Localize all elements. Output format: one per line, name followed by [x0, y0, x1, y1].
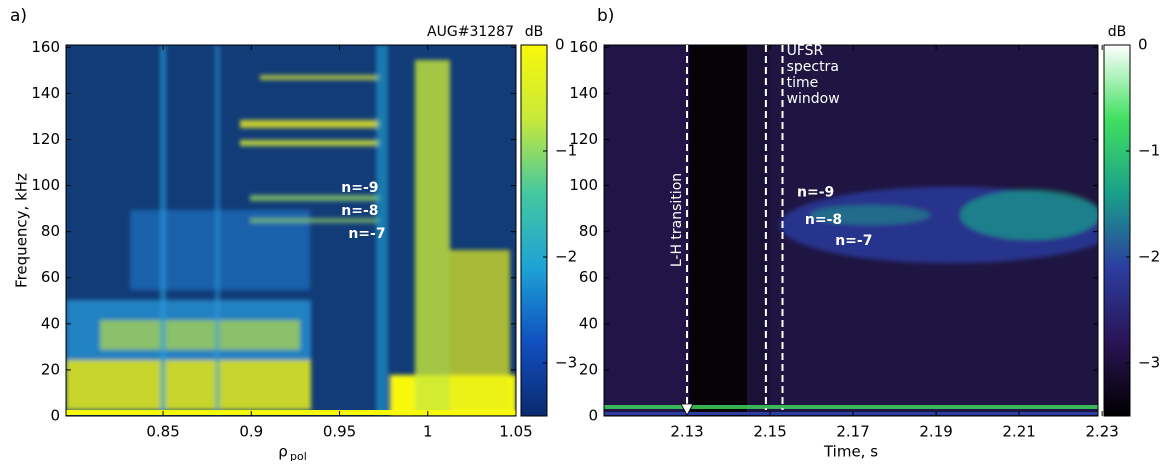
x-tick-label: 2.19 [919, 423, 952, 441]
event-label: L-H transition [669, 173, 685, 267]
colorbar-tick-label: −1 [1138, 142, 1160, 160]
y-tick-label: 140 [569, 84, 598, 102]
spectrogram-texture [66, 45, 516, 416]
x-tick-label: 0.95 [323, 423, 356, 441]
event-arrow [680, 403, 694, 416]
x-tick-label: 2.13 [670, 423, 703, 441]
plot-frame [603, 44, 1099, 417]
mode-annotation: n=-9 [797, 184, 834, 200]
y-tick-label: 40 [579, 314, 598, 332]
y-tick-label: 120 [569, 130, 598, 148]
mode-annotation: n=-9 [341, 180, 378, 196]
mode-annotation: n=-7 [835, 233, 872, 249]
x-tick-label: 2.15 [753, 423, 786, 441]
y-tick-label: 80 [41, 222, 60, 240]
colorbar [1103, 44, 1131, 417]
window-label: UFSR [787, 43, 824, 59]
colorbar-label: dB [1108, 24, 1127, 40]
y-tick-label: 140 [31, 84, 60, 102]
colorbar-label: dB [525, 24, 544, 40]
y-tick-label: 20 [41, 360, 60, 378]
y-tick-label: 40 [41, 314, 60, 332]
y-tick-label: 160 [31, 38, 60, 56]
colorbar-tick-label: −1 [555, 142, 577, 160]
x-tick-label: 2.17 [836, 423, 869, 441]
colorbar-tick-label: −3 [555, 354, 577, 372]
y-tick-label: 60 [579, 268, 598, 286]
panel-label: a) [10, 6, 27, 26]
plot-frame [65, 44, 517, 417]
colorbar-tick-label: 0 [1138, 36, 1148, 54]
window-label: time [787, 75, 819, 91]
y-tick-label: 100 [569, 176, 598, 194]
x-tick-label: 1.05 [499, 423, 532, 441]
y-tick-label: 0 [50, 407, 60, 425]
x-tick-label: 0.9 [239, 423, 263, 441]
panel-label: b) [597, 6, 614, 26]
x-tick-label: 1 [423, 423, 433, 441]
window-label: window [787, 91, 840, 107]
y-tick-label: 60 [41, 268, 60, 286]
run-tag: AUG#31287 [427, 24, 514, 40]
x-tick-label: 2.21 [1002, 423, 1035, 441]
x-axis-label-sub: pol [290, 450, 307, 461]
colorbar [520, 44, 548, 417]
mode-annotation: n=-7 [348, 226, 385, 242]
colorbar-tick-label: −2 [1138, 248, 1160, 266]
window-label: spectra [787, 59, 839, 75]
y-tick-label: 160 [569, 38, 598, 56]
x-tick-label: 0.85 [146, 423, 179, 441]
y-axis-label: Frequency, kHz [13, 173, 31, 288]
colorbar-tick-label: 0 [555, 36, 565, 54]
x-tick-label: 2.23 [1085, 423, 1118, 441]
x-axis-label: Time, s [823, 443, 878, 461]
mode-annotation: n=-8 [805, 212, 842, 228]
y-tick-label: 100 [31, 176, 60, 194]
x-axis-label: ρ [278, 443, 288, 461]
y-tick-label: 0 [588, 407, 598, 425]
colorbar-tick-label: −3 [1138, 354, 1160, 372]
y-tick-label: 20 [579, 360, 598, 378]
y-tick-label: 80 [579, 222, 598, 240]
y-tick-label: 120 [31, 130, 60, 148]
mode-annotation: n=-8 [341, 203, 378, 219]
colorbar-tick-label: −2 [555, 248, 577, 266]
